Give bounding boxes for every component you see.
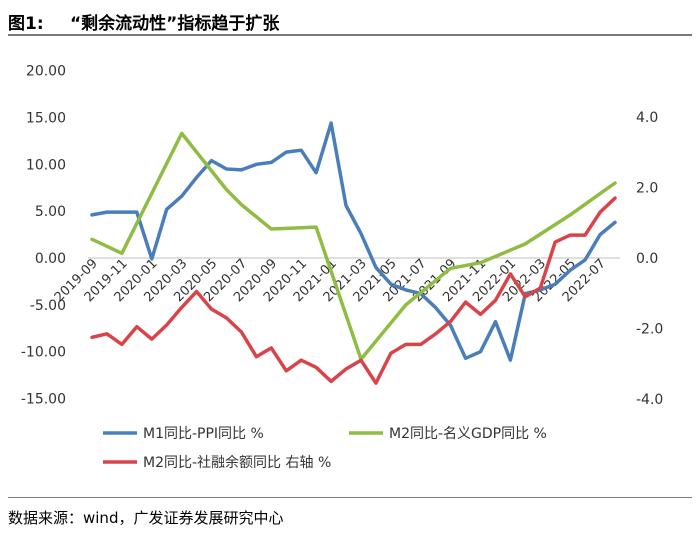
left-tick-label: -10.00: [21, 345, 66, 361]
right-axis-ticks: 4.0 2.0 0.0 -2.0 -4.0: [636, 110, 663, 408]
left-tick-label: 20.00: [26, 64, 66, 80]
figure-title: “剩余流动性”指标趋于扩张: [70, 14, 280, 34]
left-axis-ticks: 20.00 15.00 10.00 5.00 0.00 -5.00 -10.00 -15.00: [21, 64, 66, 408]
left-tick-label: 0.00: [35, 251, 66, 267]
chart-legend: M1同比-PPI同比 % M2同比-名义GDP同比 % M2同比-社融余额同比 右轴…: [103, 426, 547, 471]
series-line-1: [90, 121, 617, 362]
series-line-2: [90, 131, 617, 361]
figure-number: 图1:: [8, 14, 44, 34]
title-divider: [8, 34, 692, 36]
right-tick-label: 4.0: [636, 110, 658, 126]
legend-item: M2同比-社融余额同比 右轴 %: [103, 454, 331, 471]
left-tick-label: 10.00: [26, 157, 66, 173]
figure-title-bar: 图1: “剩余流动性”指标趋于扩张: [8, 6, 692, 34]
line-chart: 20.00 15.00 10.00 5.00 0.00 -5.00 -10.00 -15.00…: [21, 64, 663, 471]
left-tick-label: 5.00: [35, 204, 66, 220]
series-line-3: [90, 196, 617, 385]
legend-item: M2同比-名义GDP同比 %: [349, 426, 547, 442]
legend-label: M2同比-社融余额同比 右轴 %: [143, 454, 331, 471]
right-tick-label: -2.0: [636, 322, 663, 338]
series-layer: [90, 121, 617, 385]
left-tick-label: -15.00: [21, 392, 66, 408]
data-source-note: 数据来源：wind，广发证券发展研究中心: [8, 509, 284, 527]
right-tick-label: 2.0: [636, 181, 658, 197]
footer-divider: [8, 497, 692, 498]
legend-label: M2同比-名义GDP同比 %: [389, 426, 547, 442]
right-tick-label: 0.0: [636, 251, 658, 267]
left-tick-label: -5.00: [30, 298, 66, 314]
right-tick-label: -4.0: [636, 392, 663, 408]
legend-label: M1同比-PPI同比 %: [143, 426, 264, 442]
legend-item: M1同比-PPI同比 %: [103, 426, 264, 442]
left-tick-label: 15.00: [26, 110, 66, 126]
